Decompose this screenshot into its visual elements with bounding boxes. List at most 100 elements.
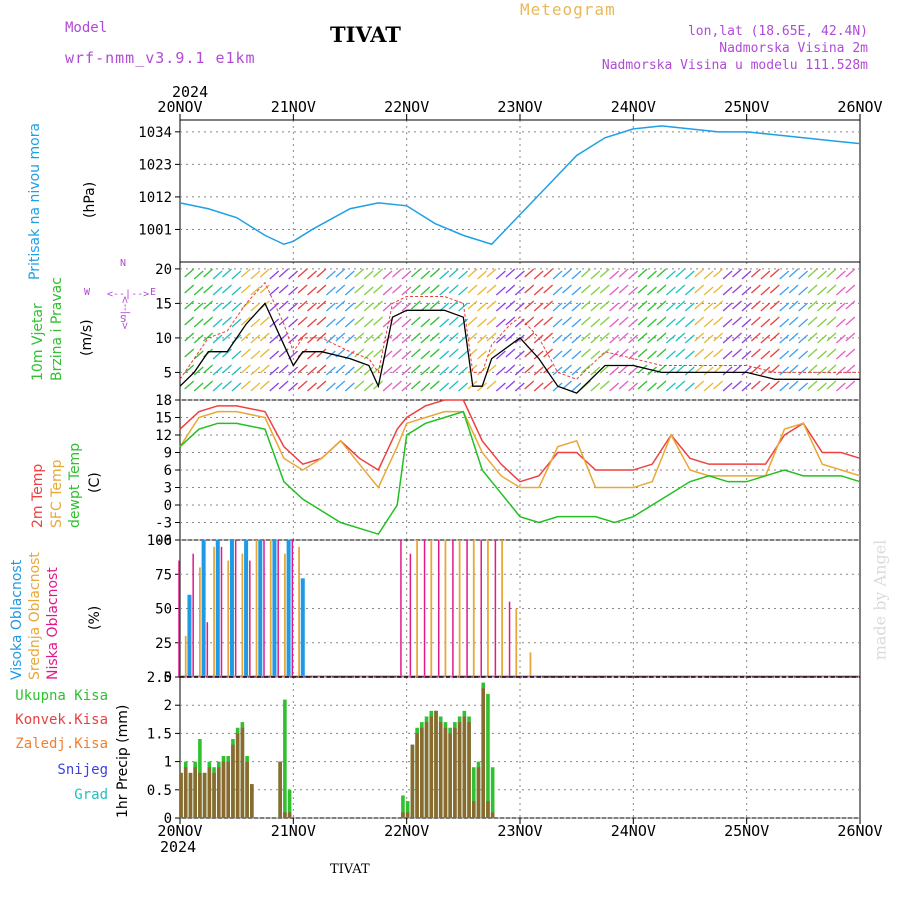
wind-barb	[477, 350, 487, 360]
wind-barb	[845, 380, 856, 390]
cloud-mid-bar	[458, 540, 461, 677]
wind-barb	[325, 302, 336, 312]
wind-barb	[363, 270, 374, 280]
wind-barb	[817, 270, 827, 280]
wind-barb	[429, 284, 440, 294]
wind-barb	[222, 268, 232, 278]
cloud-high-bar	[201, 540, 206, 677]
wind-barb	[354, 332, 365, 342]
wind-barb	[618, 380, 629, 390]
wind-barb	[344, 382, 355, 392]
wind-barb	[694, 284, 705, 294]
wind-barb	[562, 316, 572, 326]
wind-barb	[562, 364, 572, 374]
wind-barb	[222, 300, 232, 310]
wind-barb	[637, 284, 648, 294]
wind-barb	[231, 318, 242, 328]
wind-barb	[325, 334, 336, 344]
wind-barb	[580, 348, 591, 358]
wind-barb	[250, 382, 261, 392]
cloud-mid-bar	[213, 546, 215, 677]
wind-barb	[288, 382, 299, 392]
wind-barb	[486, 364, 497, 374]
compass-n: N	[120, 258, 127, 269]
wind-barb	[222, 284, 232, 294]
wind-barb	[401, 350, 412, 360]
wind-barb	[373, 316, 384, 326]
wind-barb	[807, 316, 818, 326]
wind-barb	[826, 284, 837, 294]
ytick-label: 20	[155, 262, 172, 278]
cloud-low-bar	[178, 560, 180, 677]
ytick-label: 1001	[138, 222, 172, 238]
wind-barb	[212, 366, 223, 376]
wind-barb	[212, 270, 223, 280]
precip-conv-bar	[245, 761, 249, 818]
wind-barb	[835, 318, 846, 328]
wind-barb	[741, 318, 752, 328]
cloud-low-bar	[192, 553, 194, 677]
top-date-label: 25NOV	[724, 98, 770, 116]
wind-barb	[788, 348, 799, 358]
wind-barb	[845, 268, 856, 278]
wind-barb	[571, 318, 582, 328]
ytick-label: 100	[147, 533, 172, 549]
bottom-date-label: 22NOV	[384, 822, 430, 840]
wind-barb	[732, 300, 742, 310]
wind-barb	[798, 318, 809, 328]
ytick-label: 1023	[138, 157, 172, 173]
ytick-label: -6	[155, 533, 172, 549]
top-date-label: 21NOV	[270, 98, 316, 116]
wind-barb	[363, 334, 374, 344]
wind-barb	[514, 270, 525, 280]
wind-barb	[193, 350, 204, 360]
wind-barb	[335, 380, 346, 390]
wind-barb	[769, 380, 780, 390]
wind-barb	[495, 350, 506, 360]
wind-barb	[307, 334, 317, 344]
wind-barb	[533, 334, 544, 344]
wind-barb	[373, 332, 384, 342]
wind-barb	[193, 366, 204, 376]
wind-barb	[354, 268, 365, 278]
wind-barb	[203, 316, 214, 326]
ytick-label: 15	[155, 411, 172, 427]
wind-barb	[675, 364, 686, 374]
compass-ew-arrow: <--|-->	[107, 289, 150, 300]
wind-barb	[675, 316, 686, 326]
wind-barb	[628, 270, 639, 280]
wind-barb	[325, 286, 336, 296]
wind-barb	[543, 300, 554, 310]
wind-barb	[826, 316, 837, 326]
wind-barb	[732, 316, 742, 326]
wind-barb	[297, 316, 308, 326]
wind-barb	[590, 382, 601, 392]
wind-barb	[505, 316, 516, 326]
wind-barb	[788, 268, 799, 278]
cloud-high-bar	[300, 578, 305, 677]
precip-conv-bar	[193, 767, 197, 818]
wind-barb	[807, 364, 818, 374]
cloud-mid-bar	[472, 540, 475, 677]
wind-barb	[741, 366, 752, 376]
ytick-label: 1034	[138, 125, 172, 141]
wind-barb	[269, 382, 280, 392]
wind-barb	[713, 332, 724, 342]
wind-barb	[684, 286, 695, 296]
wind-barb	[647, 286, 657, 296]
wind-barb	[684, 366, 695, 376]
wind-barb	[580, 268, 591, 278]
wind-barb	[656, 300, 667, 310]
ytick-label: 10	[155, 331, 172, 347]
wind-barb	[505, 364, 516, 374]
wind-barb	[486, 380, 497, 390]
top-date-label: 23NOV	[497, 98, 543, 116]
wind-barb	[325, 318, 336, 328]
wind-barb	[609, 302, 620, 312]
wind-barb	[798, 334, 809, 344]
ytick-label: 25	[155, 636, 172, 652]
wind-barb	[722, 366, 733, 376]
wind-barb	[231, 366, 242, 376]
wind-barb	[184, 268, 195, 278]
wind-barb	[609, 382, 620, 392]
